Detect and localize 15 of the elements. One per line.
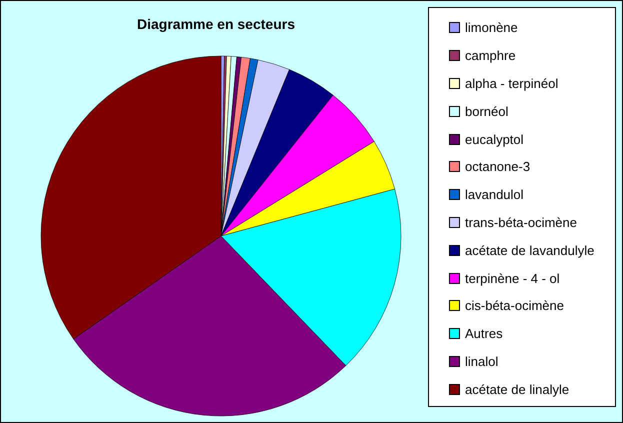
- legend-label: limonène: [465, 20, 518, 36]
- legend-label: linalol: [465, 354, 498, 369]
- legend-label: bornéol: [465, 104, 508, 119]
- legend-label: terpinène - 4 - ol: [465, 270, 560, 286]
- legend-label: trans-béta-ocimène: [465, 214, 577, 230]
- legend-label: octanone-3: [465, 159, 530, 174]
- legend-label: eucalyptol: [465, 132, 524, 147]
- legend-label: Autres: [465, 326, 503, 342]
- legend-label: cis-béta-ocimène: [465, 298, 564, 314]
- legend-label: acétate de lavandulyle: [465, 242, 594, 258]
- legend-label: lavandulol: [465, 187, 524, 202]
- text: Diagramme en secteurs: [136, 16, 296, 32]
- legend-label: camphre: [465, 48, 516, 64]
- legend-label: alpha - terpinéol: [465, 76, 558, 91]
- legend-label: acétate de linalyle: [465, 382, 570, 397]
